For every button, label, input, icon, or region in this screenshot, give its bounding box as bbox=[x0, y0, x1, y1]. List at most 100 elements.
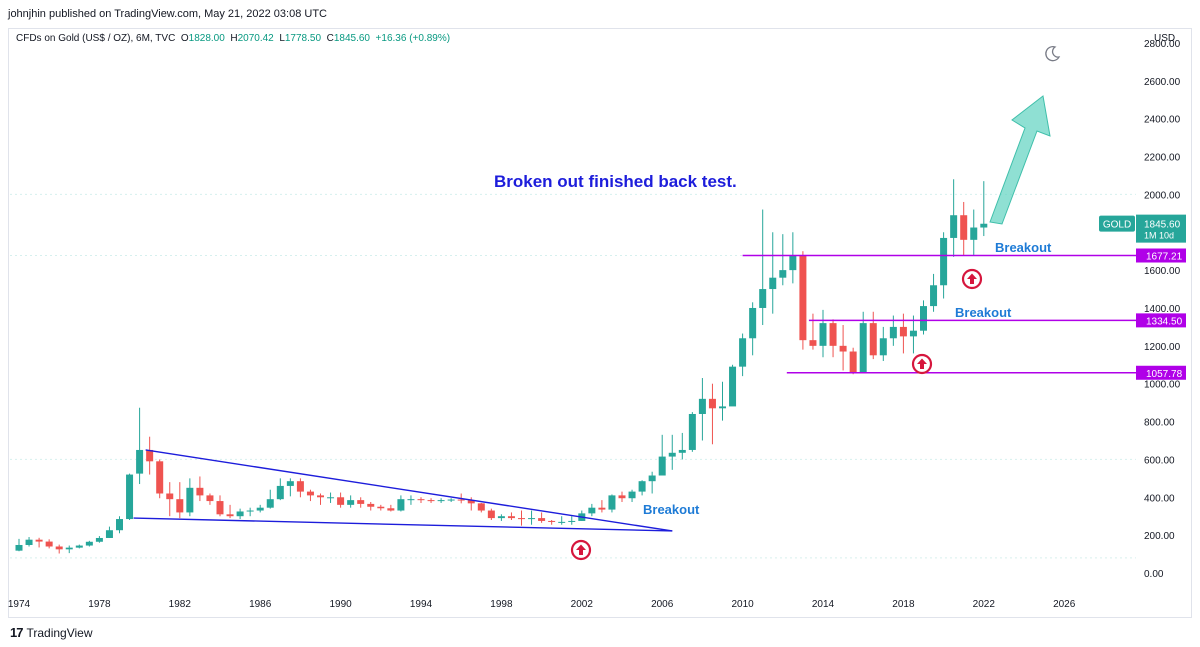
circled-up-arrow-icon bbox=[911, 353, 933, 375]
time-tick-label: 1990 bbox=[329, 599, 352, 610]
candle-body bbox=[397, 499, 405, 511]
time-axis: 1974 1978 1982 1986 1990 1994 1998 2002 2006 2010… bbox=[8, 599, 1076, 610]
trendline-upper bbox=[145, 449, 673, 532]
candle-body bbox=[920, 306, 927, 331]
price-tick-label: 1600.00 bbox=[1144, 266, 1181, 277]
level-price-badge bbox=[1136, 313, 1186, 328]
breakout-label-2019[interactable]: Breakout bbox=[955, 305, 1012, 320]
candle-body bbox=[477, 503, 485, 511]
high-label: H bbox=[230, 33, 238, 44]
candle-body bbox=[337, 497, 345, 505]
candle-body bbox=[769, 277, 777, 290]
candle-body bbox=[789, 254, 797, 271]
candle-body bbox=[749, 307, 757, 339]
price-tick-label: 200.00 bbox=[1144, 531, 1175, 542]
price-tick-label: 2400.00 bbox=[1144, 115, 1181, 126]
candle-body bbox=[869, 323, 877, 356]
candle-body bbox=[105, 530, 113, 538]
time-tick-label: 1994 bbox=[410, 599, 433, 610]
candle-body bbox=[548, 520, 556, 522]
time-tick-label: 2006 bbox=[651, 599, 674, 610]
candle-body bbox=[698, 398, 706, 414]
circled-up-arrow-icon bbox=[961, 268, 983, 290]
footer-brand[interactable]: TradingView bbox=[26, 625, 93, 640]
candle-body bbox=[467, 500, 475, 504]
arrow-glyph bbox=[917, 358, 927, 369]
candle-body bbox=[186, 487, 194, 513]
candle-body bbox=[839, 345, 847, 352]
candle-body bbox=[899, 326, 907, 337]
candle-body bbox=[558, 521, 566, 523]
arrow-glyph bbox=[576, 544, 586, 555]
price-axis: 2800.002600.002400.002200.002000.001800.… bbox=[1144, 39, 1181, 580]
candle-body bbox=[55, 546, 63, 550]
price-tick-label: 2600.00 bbox=[1144, 77, 1181, 88]
trendline-lower bbox=[133, 517, 673, 532]
symbol-name[interactable]: CFDs on Gold (US$ / OZ), 6M, TVC bbox=[16, 33, 176, 44]
candle-body bbox=[427, 500, 435, 502]
time-tick-label: 2010 bbox=[731, 599, 754, 610]
candle-body bbox=[266, 499, 274, 508]
candle-body bbox=[497, 516, 505, 519]
candle-body bbox=[15, 544, 23, 551]
candle-body bbox=[317, 495, 324, 498]
symbol-legend: CFDs on Gold (US$ / OZ), 6M, TVC O1828.0… bbox=[16, 33, 450, 44]
projection-arrow bbox=[989, 95, 1051, 225]
candle-body bbox=[618, 495, 626, 499]
breakout-label-2022[interactable]: Breakout bbox=[995, 240, 1052, 255]
breakout-label-2005[interactable]: Breakout bbox=[643, 502, 700, 517]
candle-body bbox=[166, 493, 174, 500]
candle-body bbox=[196, 487, 204, 496]
candle-body bbox=[688, 413, 696, 450]
time-tick-label: 1982 bbox=[169, 599, 192, 610]
candlestick-series bbox=[15, 179, 988, 554]
candle-body bbox=[638, 481, 646, 492]
time-tick-label: 1998 bbox=[490, 599, 513, 610]
level-price-label: 1677.21 bbox=[1146, 252, 1183, 263]
level-price-badge bbox=[1136, 248, 1186, 263]
candle-body bbox=[246, 510, 254, 512]
arrow-glyph bbox=[967, 273, 977, 284]
candle-body bbox=[75, 545, 83, 548]
price-tick-label: 0.00 bbox=[1144, 569, 1164, 580]
candle-body bbox=[146, 449, 154, 462]
headline-annotation[interactable]: Broken out finished back test. bbox=[494, 172, 737, 191]
candle-body bbox=[980, 223, 988, 228]
candle-body bbox=[65, 547, 73, 550]
candle-body bbox=[116, 519, 123, 531]
gold-price-badge bbox=[1136, 214, 1186, 243]
candle-body bbox=[678, 449, 686, 453]
candle-body bbox=[799, 254, 807, 341]
level-price-label: 1334.50 bbox=[1146, 316, 1183, 327]
gold-price-label: 1845.60 bbox=[1144, 220, 1181, 231]
candle-body bbox=[889, 326, 897, 339]
candle-body bbox=[668, 452, 676, 457]
candle-body bbox=[779, 270, 787, 278]
gold-symbol-label: GOLD bbox=[1103, 220, 1131, 231]
candle-body bbox=[859, 323, 867, 373]
moon-icon[interactable] bbox=[1045, 46, 1061, 62]
candle-body bbox=[608, 495, 616, 510]
candle-body bbox=[708, 398, 716, 409]
gold-symbol-badge bbox=[1099, 215, 1135, 232]
chart-frame bbox=[8, 28, 1192, 618]
candle-body bbox=[457, 499, 465, 501]
candle-body bbox=[377, 506, 385, 509]
time-tick-label: 2022 bbox=[973, 599, 996, 610]
candle-body bbox=[648, 475, 656, 482]
candle-body bbox=[909, 330, 917, 337]
candle-body bbox=[357, 500, 365, 504]
price-tick-label: 800.00 bbox=[1144, 418, 1175, 429]
low-value: 1778.50 bbox=[284, 33, 322, 44]
candle-body bbox=[739, 338, 747, 367]
candle-body bbox=[296, 481, 304, 492]
footer: 17 TradingView bbox=[10, 625, 93, 640]
tradingview-logo[interactable]: 17 bbox=[10, 625, 24, 640]
candle-body bbox=[437, 500, 445, 502]
candle-body bbox=[940, 237, 948, 286]
time-tick-label: 2026 bbox=[1053, 599, 1076, 610]
candle-body bbox=[156, 461, 164, 494]
candle-body bbox=[447, 499, 455, 501]
